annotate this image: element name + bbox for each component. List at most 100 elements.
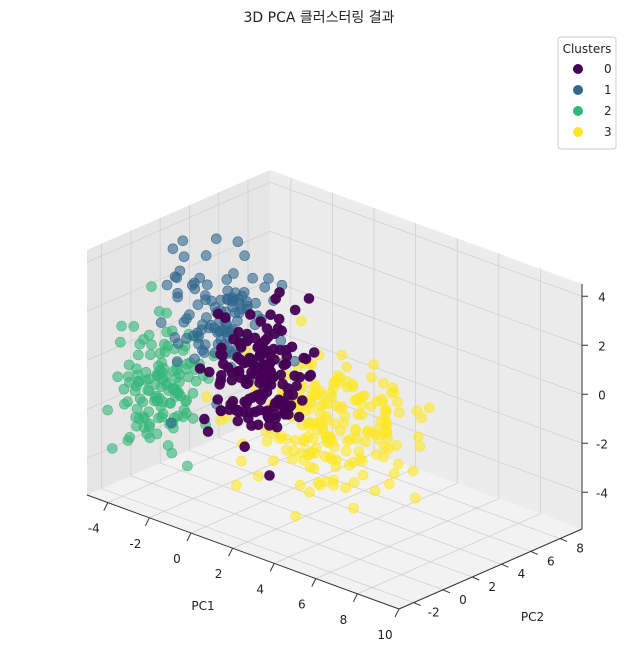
point-cluster-3 [298, 454, 309, 466]
legend-marker-2 [573, 106, 583, 116]
x-axis-label: PC1 [191, 599, 214, 613]
z-tick-label: 2 [598, 339, 606, 353]
point-cluster-2 [171, 372, 182, 384]
point-cluster-3 [328, 480, 339, 491]
point-cluster-0 [296, 395, 308, 406]
point-cluster-3 [309, 379, 321, 390]
point-cluster-1 [200, 339, 211, 351]
point-cluster-1 [230, 287, 241, 299]
point-cluster-3 [360, 436, 371, 448]
point-cluster-3 [294, 479, 306, 491]
point-cluster-2 [166, 447, 178, 459]
x-tick-mark [394, 608, 400, 618]
point-cluster-0 [262, 405, 273, 417]
point-cluster-3 [308, 463, 320, 474]
point-cluster-2 [146, 339, 157, 351]
point-cluster-0 [212, 394, 223, 405]
point-cluster-3 [357, 469, 369, 481]
point-cluster-3 [304, 486, 315, 498]
point-cluster-0 [212, 308, 224, 320]
point-cluster-3 [336, 349, 348, 361]
point-cluster-3 [390, 440, 402, 451]
y-axis-label: PC2 [521, 610, 544, 624]
point-cluster-0 [243, 412, 254, 424]
x-tick-label: 0 [173, 552, 181, 566]
y-tick-mark [472, 576, 480, 581]
point-cluster-2 [133, 413, 145, 425]
point-cluster-3 [342, 435, 353, 447]
point-cluster-2 [119, 398, 130, 410]
x-tick-label: -4 [88, 522, 100, 536]
point-cluster-0 [303, 293, 315, 304]
chart-title: 3D PCA 클러스터링 결과 [244, 10, 395, 26]
point-cluster-3 [253, 470, 264, 482]
x-grid-line [107, 177, 292, 503]
z-tick-label: 0 [598, 388, 606, 402]
y-tick-label: 8 [576, 542, 584, 556]
point-cluster-1 [192, 327, 203, 339]
point-cluster-2 [129, 385, 141, 397]
point-cluster-0 [264, 368, 276, 380]
point-cluster-2 [156, 411, 168, 423]
point-cluster-3 [276, 430, 288, 442]
point-cluster-3 [377, 377, 389, 389]
point-cluster-3 [410, 492, 421, 504]
point-cluster-0 [194, 363, 206, 374]
point-cluster-1 [192, 299, 204, 311]
point-cluster-0 [204, 366, 215, 378]
point-cluster-3 [369, 485, 381, 497]
point-cluster-0 [258, 382, 270, 394]
data-points [102, 233, 435, 522]
legend-items: 0 1 2 3 [573, 62, 612, 139]
point-cluster-2 [137, 396, 149, 408]
point-cluster-1 [232, 236, 244, 247]
point-cluster-3 [290, 510, 301, 522]
point-cluster-2 [102, 404, 113, 416]
x-tick-mark [228, 547, 234, 557]
point-cluster-3 [231, 480, 242, 491]
point-cluster-3 [381, 426, 393, 438]
point-cluster-3 [201, 391, 212, 403]
point-cluster-2 [149, 395, 160, 407]
x-axis-line [86, 494, 400, 610]
point-cluster-1 [239, 250, 250, 261]
z-grid-line [86, 181, 583, 297]
point-cluster-3 [362, 425, 374, 437]
point-cluster-0 [224, 404, 235, 416]
point-cluster-3 [392, 396, 403, 408]
point-cluster-3 [355, 453, 366, 465]
x-tick-label: 8 [340, 613, 348, 627]
point-cluster-2 [144, 432, 156, 444]
point-cluster-0 [268, 343, 280, 355]
x-grid-line [315, 253, 500, 579]
point-cluster-1 [202, 279, 213, 291]
point-cluster-0 [263, 359, 275, 371]
y-tick-label: 4 [518, 567, 526, 581]
point-cluster-0 [294, 371, 305, 383]
point-cluster-3 [315, 390, 327, 401]
point-cluster-1 [215, 294, 227, 306]
tick-labels: -4 -2 0 2 4 6 8 10 -2 0 2 4 6 8 -4 -2 0 2 4 [88, 290, 608, 642]
floor-pane [87, 415, 582, 609]
x-tick-mark [311, 578, 317, 587]
y-grid-line [218, 192, 531, 552]
point-cluster-1 [200, 250, 212, 261]
point-cluster-1 [178, 251, 190, 263]
point-cluster-2 [107, 443, 118, 454]
point-cluster-0 [274, 287, 285, 298]
y-tick-mark [501, 563, 509, 568]
point-cluster-0 [239, 441, 250, 453]
point-cluster-0 [304, 371, 315, 382]
point-cluster-1 [165, 417, 177, 429]
point-cluster-2 [164, 397, 176, 409]
point-cluster-0 [214, 379, 225, 390]
point-cluster-0 [246, 367, 257, 378]
point-cluster-3 [335, 425, 346, 436]
point-cluster-2 [115, 336, 126, 348]
point-cluster-3 [330, 400, 342, 412]
y-tick-label: 0 [459, 593, 467, 607]
point-cluster-0 [234, 354, 246, 365]
point-cluster-3 [387, 382, 399, 394]
point-cluster-0 [235, 372, 246, 384]
x-grid-line [274, 238, 458, 564]
